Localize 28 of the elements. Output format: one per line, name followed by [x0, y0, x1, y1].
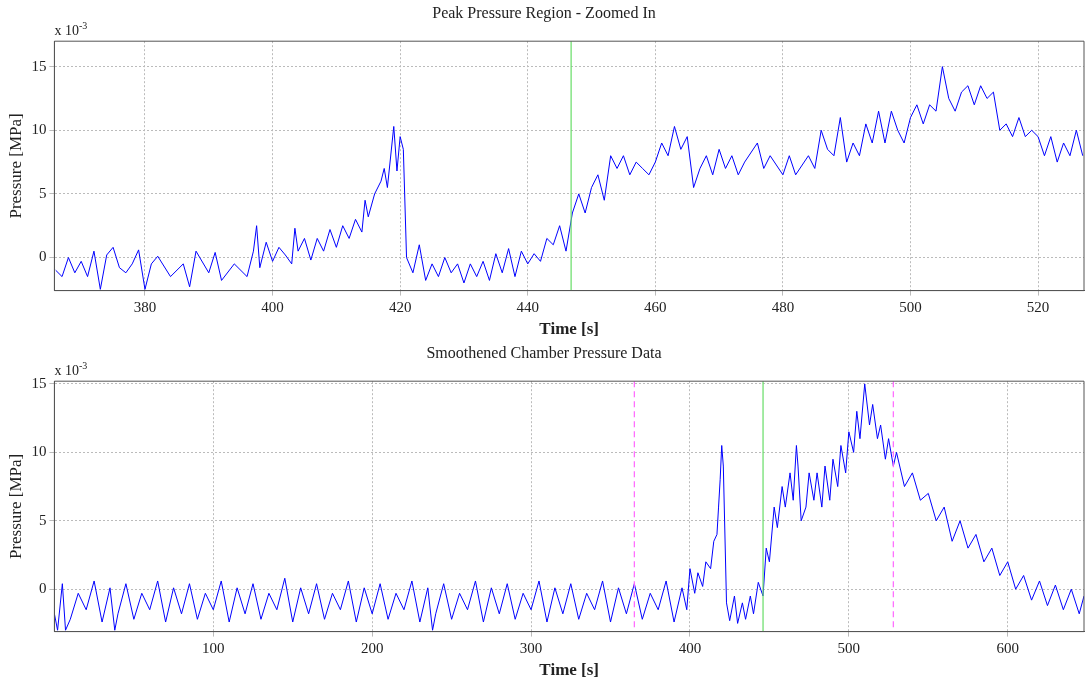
- x-tick-label: 420: [388, 298, 412, 315]
- x-tick-label: 500: [837, 639, 861, 656]
- x-tick-label: 200: [360, 639, 384, 656]
- y-tick-label: 10: [31, 443, 47, 460]
- y-tick-label: 0: [38, 248, 47, 265]
- chart-title: Peak Pressure Region - Zoomed In: [432, 3, 656, 22]
- x-axis-title: Time [s]: [539, 660, 600, 680]
- x-tick-label: 440: [516, 298, 539, 315]
- x-tick-label: 400: [678, 639, 702, 656]
- x-tick-label: 520: [1026, 298, 1050, 315]
- x-tick-label: 380: [133, 298, 157, 315]
- y-tick-label: 0: [38, 580, 47, 597]
- x-tick-label: 400: [261, 298, 284, 315]
- y-tick-label: 15: [31, 57, 47, 74]
- y-tick-label: 5: [38, 184, 47, 201]
- x-tick-label: 300: [519, 639, 543, 656]
- y-axis-title: Pressure [MPa]: [5, 453, 25, 560]
- x-tick-label: 600: [996, 639, 1019, 656]
- chart-title: Smoothened Chamber Pressure Data: [426, 343, 662, 361]
- x-axis-title: Time [s]: [539, 319, 600, 339]
- y-tick-label: 10: [31, 121, 47, 138]
- y-tick-label: 5: [38, 511, 47, 528]
- x-tick-label: 460: [644, 298, 667, 315]
- x-tick-label: 100: [202, 639, 225, 656]
- y-axis-title: Pressure [MPa]: [5, 113, 25, 219]
- x-tick-label: 480: [771, 298, 795, 315]
- y-tick-label: 15: [31, 374, 47, 391]
- x-tick-label: 500: [899, 298, 922, 315]
